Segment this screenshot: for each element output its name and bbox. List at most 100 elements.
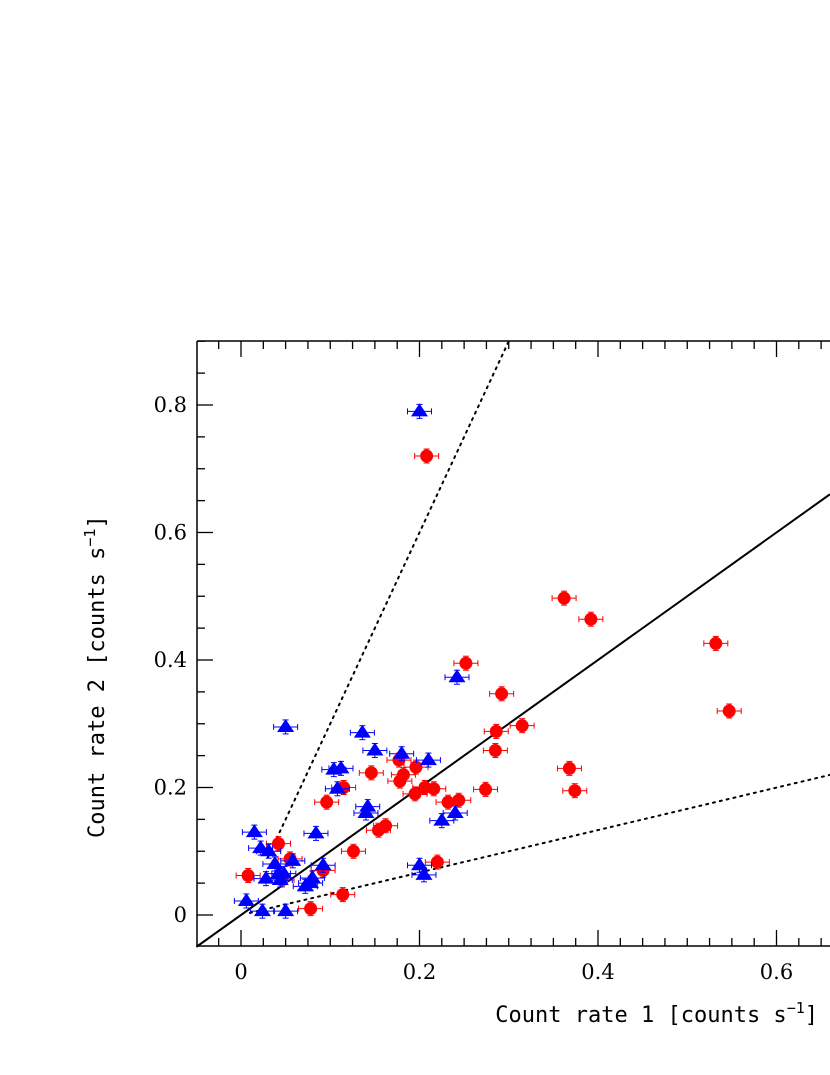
plot-frame	[196, 340, 830, 947]
y-tick-label: 0.4	[154, 648, 187, 672]
triangle-marker	[366, 742, 384, 756]
red-circle-point	[390, 767, 416, 783]
red-circle-point	[402, 786, 428, 802]
circle-marker	[430, 855, 444, 869]
red-circle-point	[489, 686, 515, 702]
blue-triangle-point	[362, 742, 388, 759]
blue-triangle-point	[299, 870, 325, 886]
circle-marker	[441, 795, 455, 809]
circle-marker	[346, 844, 360, 858]
y-tick-label: 0.6	[154, 521, 187, 545]
y-tick-label: 0.2	[154, 776, 187, 800]
blue-triangle-point	[303, 825, 329, 841]
blue-triangle-point	[328, 760, 354, 776]
blue-triangle-point	[407, 857, 432, 873]
blue-triangle-point	[233, 892, 259, 909]
blue-triangle-point	[310, 857, 336, 873]
blue-triangle-point	[249, 903, 275, 919]
red-circle-point	[330, 887, 356, 903]
blue-triangle-point	[241, 824, 267, 840]
y-tick-label: 0	[174, 903, 187, 927]
red-circle-point	[314, 794, 340, 810]
triangle-marker	[411, 403, 428, 417]
blue-triangle-point	[429, 812, 455, 829]
circle-marker	[562, 761, 576, 775]
triangle-marker	[266, 856, 284, 869]
circle-marker	[568, 784, 582, 798]
circle-marker	[709, 636, 723, 650]
blue-triangle-point	[389, 745, 415, 762]
triangle-marker	[353, 724, 371, 738]
circle-marker	[722, 704, 736, 718]
red-circle-point	[551, 590, 577, 606]
red-circle-point	[483, 723, 509, 739]
blue-triangle-point	[349, 724, 375, 741]
triangle-marker	[446, 805, 464, 818]
red-circle-point	[358, 765, 384, 781]
data-points	[233, 403, 742, 919]
circle-marker	[304, 902, 318, 916]
red-circle-point	[509, 718, 535, 734]
circle-marker	[364, 766, 378, 780]
triangle-marker	[359, 798, 377, 812]
triangle-marker	[433, 812, 451, 826]
one-to-one-line	[195, 493, 830, 948]
blue-triangle-point	[256, 843, 282, 859]
triangle-marker	[314, 857, 332, 871]
circle-marker	[489, 724, 503, 738]
circle-marker	[557, 591, 571, 605]
red-circle-point	[562, 783, 588, 799]
x-axis-title: Count rate 1 [counts s−1]	[495, 999, 818, 1028]
x-tick-label: 0	[234, 960, 247, 984]
triangle-marker	[307, 825, 325, 839]
circle-marker	[241, 868, 255, 882]
circle-marker	[408, 787, 422, 801]
triangle-marker	[332, 760, 350, 774]
circle-marker	[379, 819, 393, 833]
y-tick-label: 0.8	[154, 393, 187, 417]
circle-marker	[459, 656, 473, 670]
blue-triangle-point	[273, 718, 299, 735]
circle-marker	[584, 612, 598, 626]
blue-triangle-point	[271, 865, 297, 882]
circle-marker	[452, 793, 466, 807]
red-circle-point	[703, 635, 729, 651]
blue-triangle-point	[355, 798, 381, 815]
y-axis-title: Count rate 2 [counts s−1]	[81, 515, 110, 838]
blue-triangle-point	[280, 852, 306, 869]
circle-marker	[488, 744, 502, 758]
triangle-marker	[277, 718, 295, 732]
red-circle-point	[473, 781, 499, 797]
triangle-marker	[328, 780, 346, 794]
circle-marker	[515, 719, 529, 733]
blue-triangle-point	[444, 669, 470, 685]
red-circle-point	[578, 611, 604, 627]
red-circle-point	[235, 867, 261, 883]
red-circle-point	[424, 854, 450, 870]
blue-triangle-point	[407, 403, 432, 419]
triangle-marker	[260, 843, 278, 857]
red-circle-point	[421, 781, 447, 797]
circle-marker	[320, 795, 334, 809]
triangle-marker	[419, 752, 437, 766]
x-tick-label: 0.6	[760, 960, 793, 984]
triangle-marker	[275, 865, 293, 879]
blue-triangle-point	[273, 903, 299, 919]
circle-marker	[336, 888, 350, 902]
circle-marker	[271, 837, 285, 851]
red-circle-point	[446, 792, 472, 808]
triangle-marker	[245, 824, 263, 838]
circle-marker	[495, 687, 509, 701]
triangle-marker	[415, 866, 433, 880]
circle-marker	[409, 760, 423, 774]
circle-marker	[420, 449, 434, 463]
blue-triangle-point	[324, 780, 350, 797]
red-circle-point	[435, 794, 461, 810]
circle-marker	[396, 768, 410, 782]
red-circle-point	[556, 760, 582, 776]
blue-triangle-point	[442, 805, 468, 821]
blue-triangle-point	[415, 752, 441, 768]
red-circle-point	[265, 836, 291, 852]
red-circle-point	[340, 843, 366, 859]
